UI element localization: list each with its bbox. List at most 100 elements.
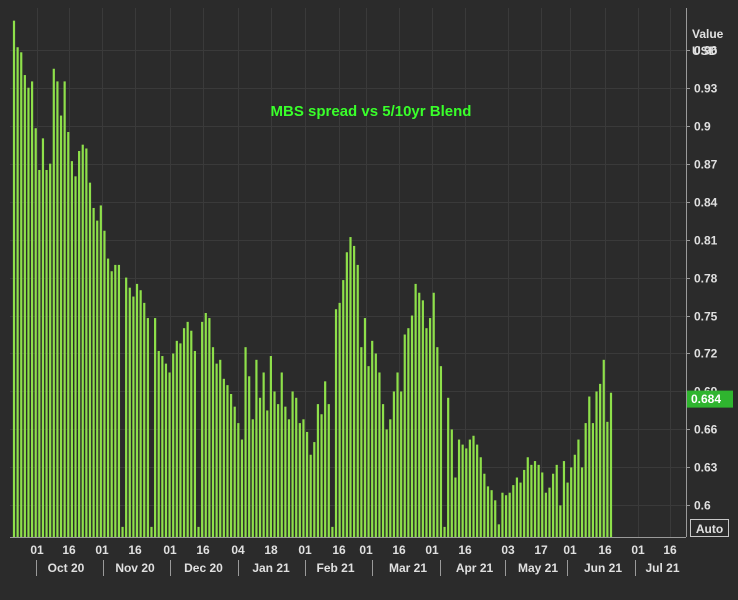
bar <box>566 482 569 537</box>
bar <box>150 526 153 537</box>
bar <box>548 487 551 537</box>
month-label: Jul 21 <box>645 561 679 575</box>
bar <box>331 526 334 537</box>
bar <box>400 391 403 537</box>
bar <box>27 87 30 537</box>
y-tick-label: 0.66 <box>694 423 718 437</box>
auto-scale-label[interactable]: Auto <box>696 522 723 536</box>
x-tick-label: 01 <box>163 543 177 557</box>
bar <box>403 334 406 537</box>
bar <box>56 81 59 538</box>
bar <box>494 500 497 537</box>
bar <box>338 302 341 537</box>
bar <box>201 321 204 537</box>
month-axis: Oct 20 Nov 20 Dec 20 Jan 21 Feb 21 Mar 21 Apr … <box>36 560 680 576</box>
bar <box>30 81 34 538</box>
last-value-label: 0.684 <box>691 392 721 406</box>
bar <box>519 482 522 537</box>
bar <box>41 138 45 537</box>
bar <box>215 363 218 537</box>
bar <box>490 490 493 537</box>
y-tick-label: 0.87 <box>694 158 718 172</box>
bar <box>418 292 421 537</box>
bar <box>81 144 84 537</box>
bar <box>407 328 410 537</box>
x-tick-label: 01 <box>298 543 312 557</box>
bar <box>523 469 526 537</box>
y-tick-label: 0.72 <box>694 347 718 361</box>
bar <box>128 287 131 537</box>
bar <box>219 359 222 537</box>
bar <box>295 397 298 537</box>
bar <box>537 464 540 537</box>
bar <box>233 406 236 537</box>
bar <box>396 372 399 537</box>
bar <box>602 359 605 537</box>
month-label: Mar 21 <box>389 561 427 575</box>
bar <box>544 492 547 537</box>
bar <box>59 115 63 537</box>
bar <box>262 372 265 537</box>
month-label: Dec 20 <box>184 561 223 575</box>
bar <box>450 429 453 537</box>
bar <box>461 444 464 537</box>
x-tick-label: 17 <box>534 543 548 557</box>
x-tick-label: 01 <box>425 543 439 557</box>
x-tick-label: 16 <box>128 543 142 557</box>
bar <box>342 280 345 537</box>
bar <box>291 391 294 537</box>
bar <box>374 353 377 537</box>
bar <box>515 477 519 537</box>
x-tick-label: 16 <box>62 543 76 557</box>
bar <box>305 431 309 537</box>
bar <box>541 472 544 537</box>
bar <box>266 410 269 537</box>
bar <box>302 419 305 537</box>
bar <box>258 397 262 537</box>
bar <box>353 245 356 538</box>
bar <box>439 366 443 537</box>
bar <box>479 457 482 537</box>
bar <box>443 526 446 537</box>
bar <box>92 207 95 537</box>
bar <box>157 350 160 537</box>
month-label: Oct 20 <box>48 561 85 575</box>
bar <box>78 151 81 537</box>
bar <box>425 328 428 537</box>
bar <box>580 467 584 537</box>
bar <box>360 347 363 537</box>
bar <box>334 309 338 537</box>
bar <box>316 404 320 537</box>
bar <box>117 264 121 537</box>
bar <box>320 414 323 537</box>
bar <box>193 350 197 537</box>
bar <box>179 343 182 537</box>
bar <box>63 81 66 538</box>
bar <box>501 492 504 537</box>
y-tick-label: 0.63 <box>694 461 718 475</box>
bar <box>508 492 511 537</box>
bar <box>38 169 41 538</box>
auto-scale-button-frame[interactable] <box>690 519 729 537</box>
bar <box>577 439 580 537</box>
bar <box>175 340 178 537</box>
bar <box>555 464 558 537</box>
bar <box>609 392 613 537</box>
bar <box>45 169 48 538</box>
bar <box>483 473 486 537</box>
bar <box>248 376 251 537</box>
bar <box>251 419 254 537</box>
bar <box>143 302 146 537</box>
bar <box>284 406 287 537</box>
bar <box>226 385 229 537</box>
auto-scale-button[interactable]: Auto <box>690 519 729 537</box>
y-tick-label: 0.75 <box>694 310 718 324</box>
bar <box>363 318 367 537</box>
bar <box>146 318 149 537</box>
bar <box>313 442 316 537</box>
bar <box>222 378 225 537</box>
bar <box>154 318 157 537</box>
bar <box>161 356 164 537</box>
bar <box>88 182 92 537</box>
